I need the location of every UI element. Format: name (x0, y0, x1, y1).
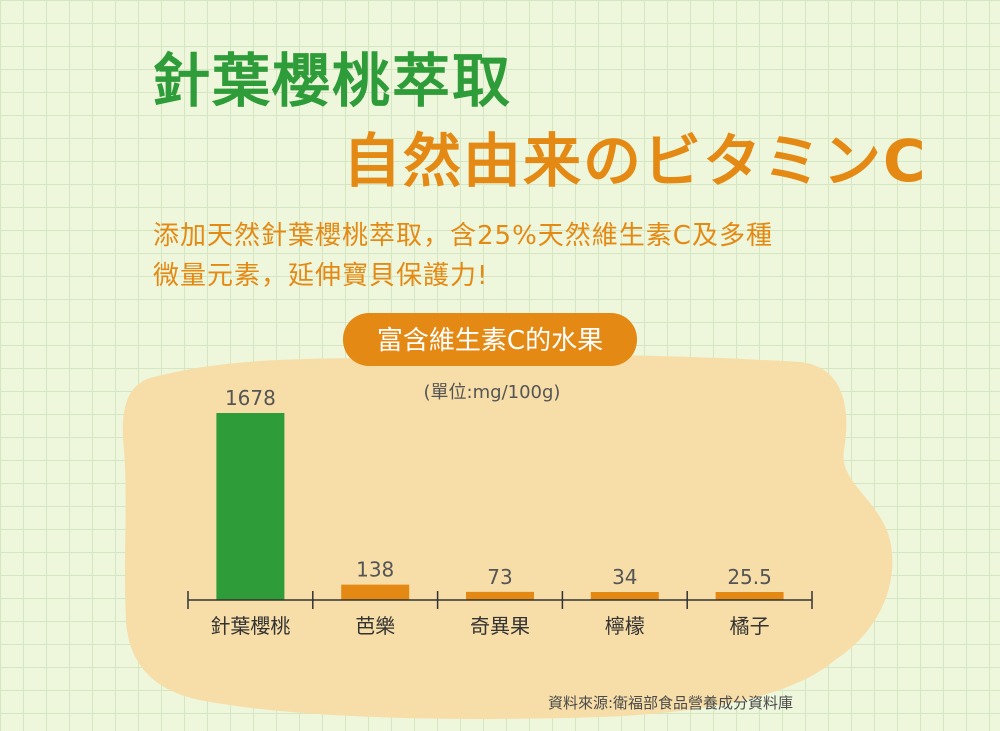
category-label-2: 芭樂 (355, 614, 395, 638)
main-title: 針葉櫻桃萃取 (152, 47, 513, 115)
category-label-3: 奇異果 (470, 614, 530, 638)
category-label-5: 橘子 (730, 614, 770, 638)
bar-4 (590, 592, 659, 600)
value-label-1: 1678 (225, 386, 276, 410)
category-label-1: 針葉櫻桃 (210, 614, 290, 638)
chart-unit-label: (單位:mg/100g) (424, 382, 561, 403)
chart-background-blob (122, 354, 893, 719)
value-label-5: 25.5 (727, 565, 772, 589)
x-axis (187, 591, 813, 609)
description-line-1: 添加天然針葉櫻桃萃取，含25%天然維生素C及多種 (153, 221, 773, 251)
labels-layer: 1678 針葉櫻桃 138 芭樂 73 奇異果 34 檸檬 25.5 橘子 (210, 386, 771, 638)
chart-title-pill (343, 313, 637, 366)
bar-2 (341, 584, 410, 600)
category-label-4: 檸檬 (605, 614, 645, 638)
chart-title: 富含維生素C的水果 (377, 326, 603, 356)
subtitle: 自然由来のビタミンC (343, 127, 928, 195)
bars-layer (216, 413, 784, 600)
value-label-3: 73 (487, 565, 512, 589)
value-label-2: 138 (356, 558, 394, 582)
description: 添加天然針葉櫻桃萃取，含25%天然維生素C及多種 微量元素，延伸寶貝保護力! (153, 216, 853, 296)
description-line-2: 微量元素，延伸寶貝保護力! (153, 261, 489, 291)
data-source-note: 資料來源:衛福部食品營養成分資料庫 (548, 694, 794, 712)
bar-1 (216, 413, 285, 600)
bar-3 (466, 591, 534, 600)
bar-5 (715, 592, 784, 600)
value-label-4: 34 (612, 565, 637, 589)
